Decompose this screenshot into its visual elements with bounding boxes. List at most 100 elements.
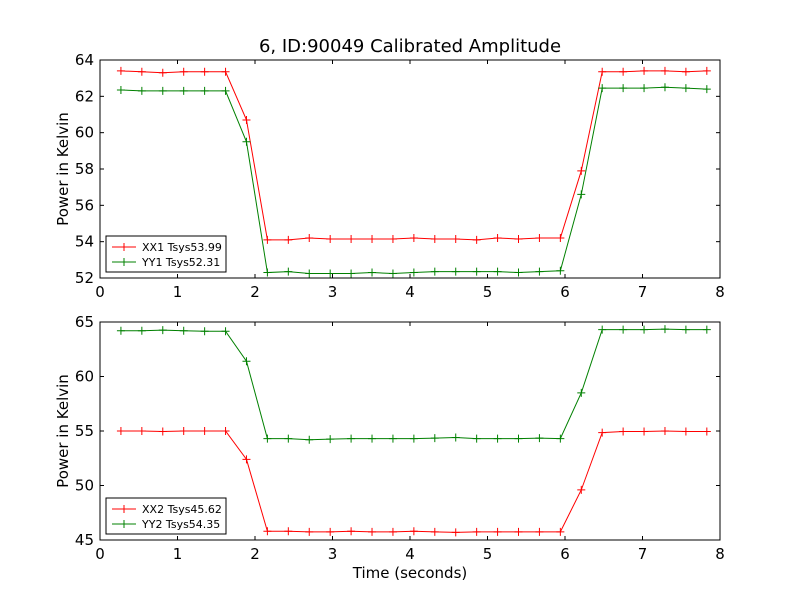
data-point (514, 434, 523, 443)
data-point (347, 434, 356, 443)
data-point (430, 527, 439, 536)
data-point (263, 527, 272, 536)
data-point (305, 527, 314, 536)
data-point (263, 434, 272, 443)
y-tick-label: 65 (75, 313, 94, 331)
data-point (640, 84, 649, 93)
data-point (451, 528, 460, 537)
data-point (116, 326, 125, 335)
data-point (577, 388, 586, 397)
data-point (535, 234, 544, 243)
x-tick-label: 1 (173, 283, 183, 301)
x-axis-label: Time (seconds) (352, 564, 468, 582)
data-point (451, 267, 460, 276)
x-tick-label: 6 (560, 283, 570, 301)
x-tick-label: 7 (638, 283, 648, 301)
data-point (702, 325, 711, 334)
data-point (200, 327, 209, 336)
data-point (242, 137, 251, 146)
x-tick-label: 0 (95, 545, 105, 563)
data-point (368, 268, 377, 277)
y-tick-label: 55 (75, 422, 94, 440)
y-tick-label: 45 (75, 531, 94, 549)
data-point (221, 427, 230, 435)
legend-marker (120, 258, 128, 266)
series-2-2 (116, 325, 711, 444)
legend-box (105, 235, 227, 273)
data-point (430, 434, 439, 443)
data-point (702, 427, 711, 436)
data-point (305, 435, 314, 444)
y-tick-label: 54 (75, 233, 94, 251)
data-point (326, 435, 335, 444)
legend: XX2 Tsys45.62 YY2 Tsys54.35 (105, 497, 227, 535)
y-axis-label: Power in Kelvin (54, 374, 72, 488)
data-point (535, 434, 544, 443)
data-point (409, 527, 418, 536)
series-1-2 (116, 83, 711, 278)
legend-marker (120, 520, 128, 528)
data-point (493, 434, 502, 443)
data-point (347, 527, 356, 536)
legend-label: YY2 Tsys54.35 (141, 518, 220, 531)
data-point (598, 428, 607, 437)
data-point (284, 235, 293, 244)
data-point (577, 166, 586, 175)
data-point (430, 234, 439, 243)
data-point (263, 268, 272, 277)
data-point (430, 267, 439, 276)
data-point (137, 67, 146, 76)
data-point (681, 325, 690, 334)
data-point (472, 527, 481, 536)
data-point (619, 427, 628, 436)
data-point (305, 234, 314, 243)
data-point (284, 527, 293, 536)
data-point (619, 67, 628, 76)
data-point (660, 83, 669, 92)
data-point (493, 234, 502, 243)
data-point (681, 67, 690, 76)
data-point (158, 427, 167, 436)
data-point (388, 527, 397, 536)
legend-label: XX1 Tsys53.99 (142, 241, 222, 254)
data-point (598, 84, 607, 93)
data-point (137, 86, 146, 95)
legend: XX1 Tsys53.99 YY1 Tsys52.31 (105, 235, 227, 273)
data-point (660, 325, 669, 334)
x-tick-label: 0 (95, 283, 105, 301)
data-point (368, 527, 377, 536)
x-tick-label: 1 (173, 545, 183, 563)
data-point (577, 190, 586, 199)
legend-marker (120, 505, 128, 513)
data-point (347, 234, 356, 243)
data-point (263, 235, 272, 244)
data-point (472, 235, 481, 244)
x-tick-label: 5 (483, 283, 493, 301)
x-tick-label: 2 (250, 283, 260, 301)
x-tick-label: 4 (405, 545, 415, 563)
data-point (347, 269, 356, 278)
legend-marker (120, 243, 128, 251)
data-point (242, 115, 251, 124)
y-tick-label: 52 (75, 269, 94, 287)
x-tick-label: 5 (483, 545, 493, 563)
y-axis-label: Power in Kelvin (54, 112, 72, 226)
y-tick-label: 64 (75, 51, 94, 69)
data-point (242, 455, 251, 464)
data-point (326, 527, 335, 536)
data-point (388, 234, 397, 243)
y-tick-label: 58 (75, 160, 94, 178)
data-point (409, 234, 418, 243)
chart-title: 6, ID:90049 Calibrated Amplitude (259, 36, 561, 57)
data-point (179, 427, 188, 435)
data-point (556, 434, 565, 443)
legend-label: XX2 Tsys45.62 (142, 503, 222, 516)
series-1-1 (116, 66, 711, 244)
data-point (388, 434, 397, 443)
x-tick-label: 8 (715, 545, 725, 563)
legend-label: YY1 Tsys52.31 (141, 256, 220, 269)
data-point (535, 527, 544, 536)
